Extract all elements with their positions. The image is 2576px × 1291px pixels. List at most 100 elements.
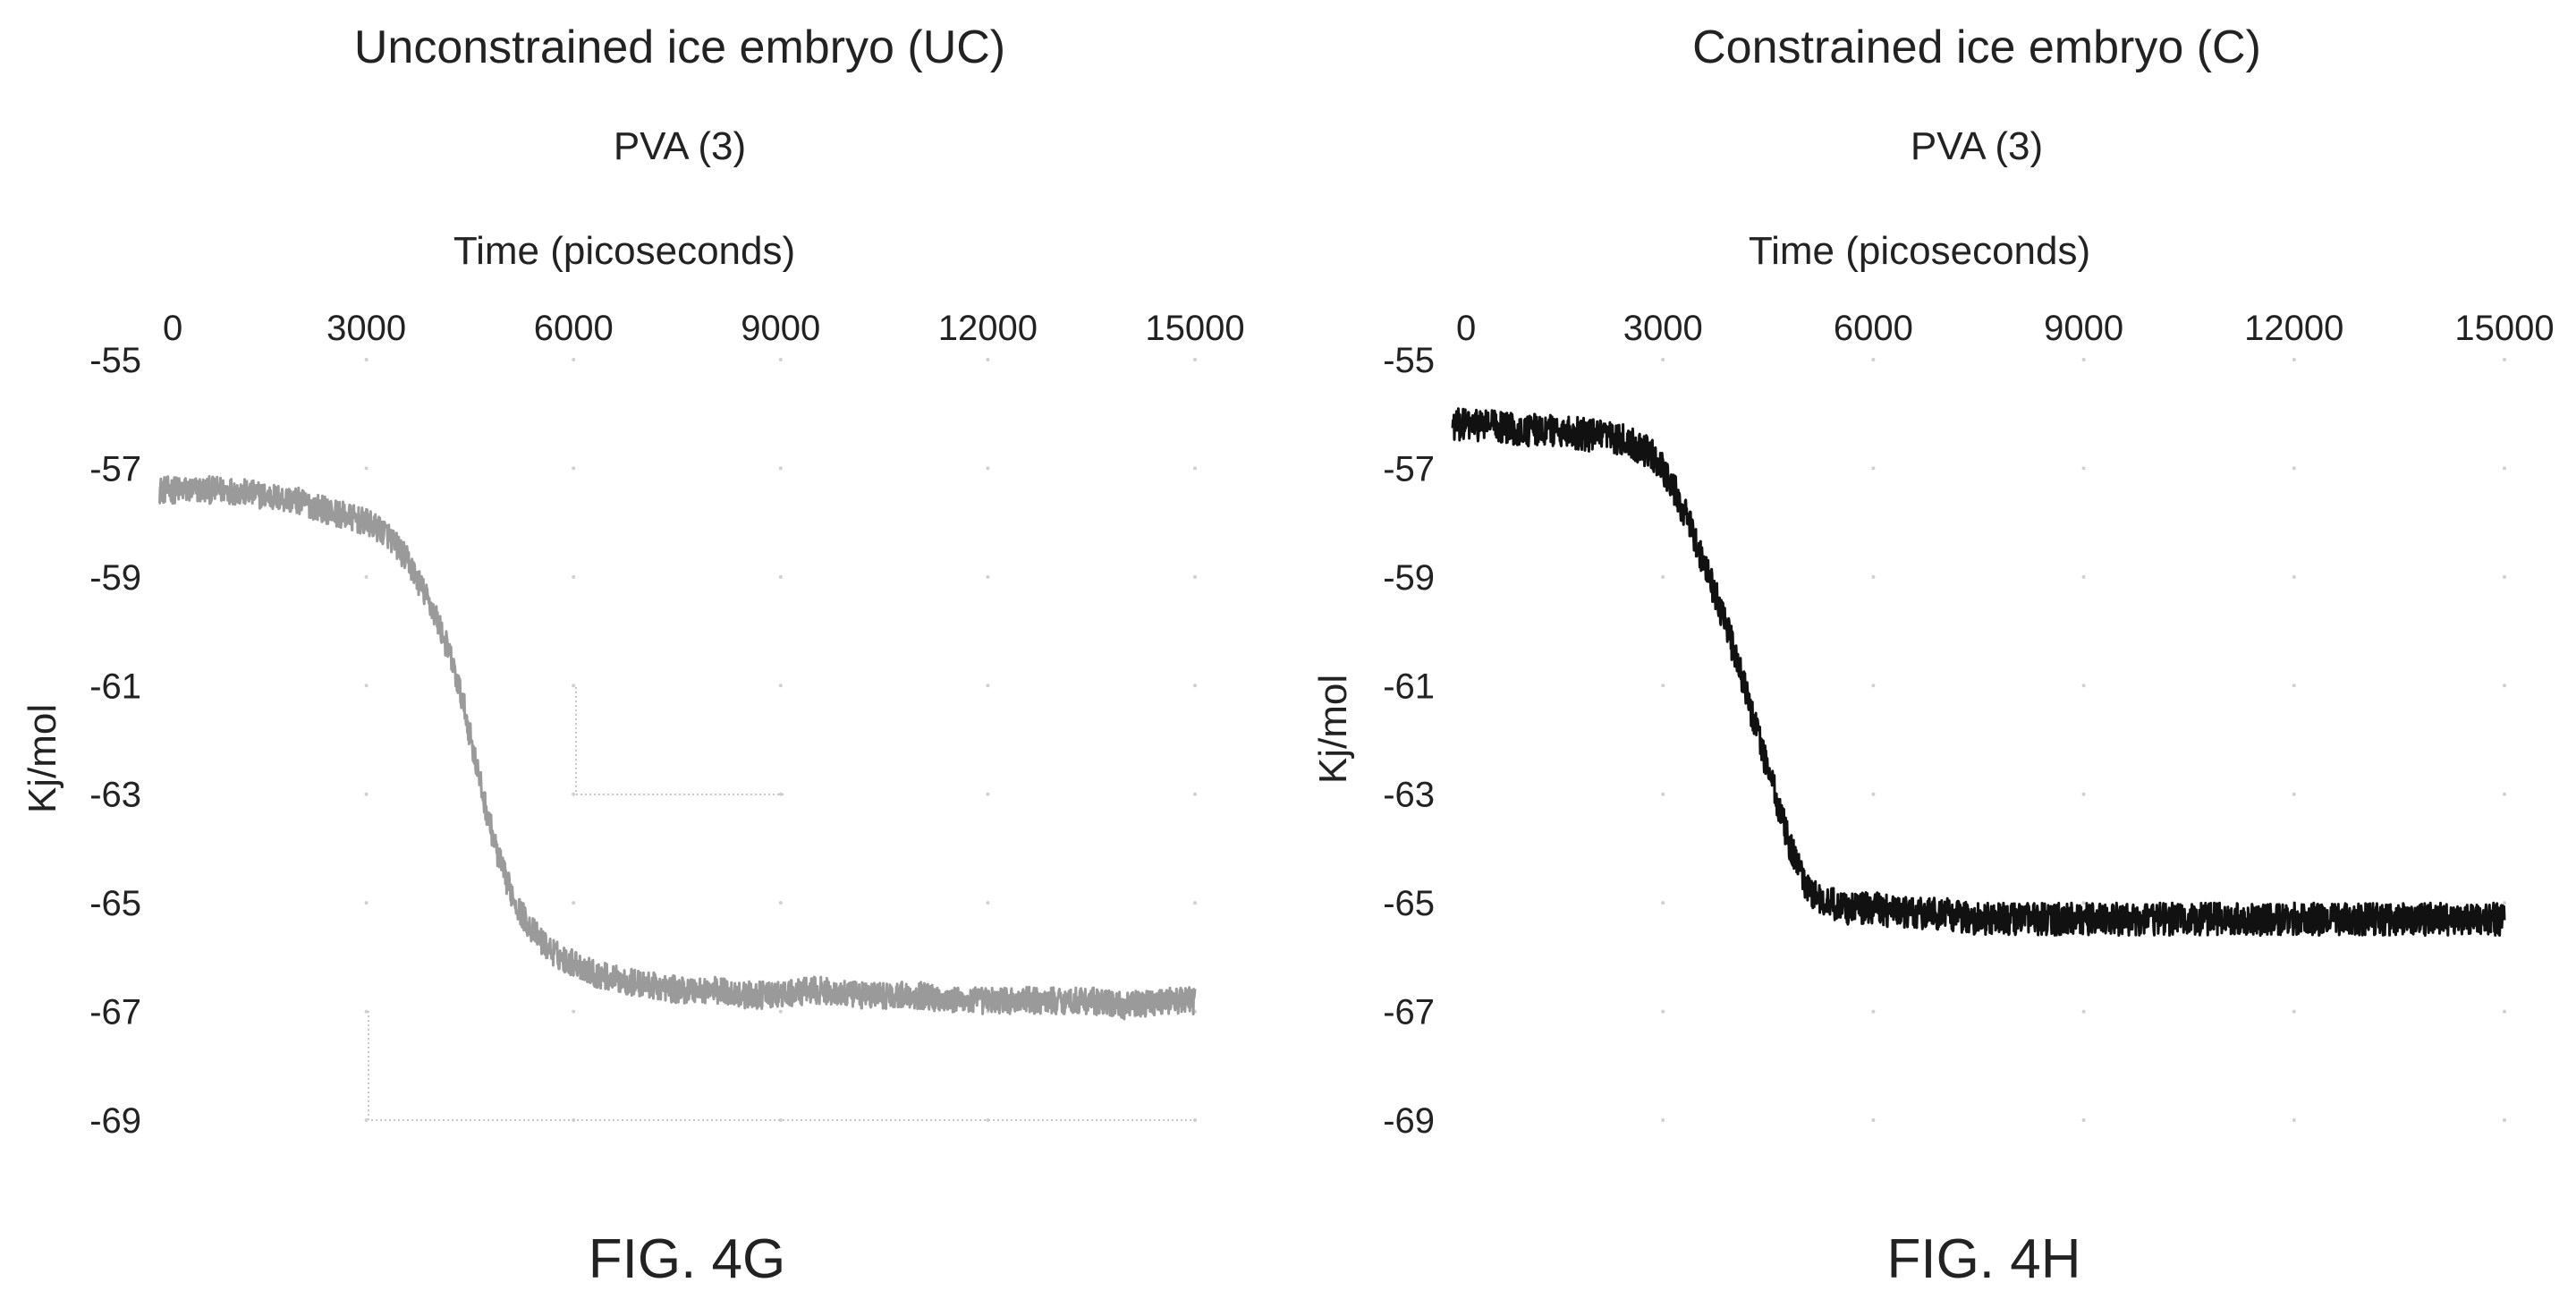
y-tick-label: -59 <box>89 558 141 598</box>
grid-dot <box>778 574 783 579</box>
grid-dot <box>2292 358 2296 361</box>
grid-dot <box>778 901 783 905</box>
figure-label: FIG. 4G <box>589 1228 785 1290</box>
grid-dot <box>2503 901 2506 905</box>
guide-line <box>368 1011 1195 1121</box>
grid-dot <box>2081 792 2086 796</box>
y-tick-label: -61 <box>1383 667 1435 706</box>
x-tick-label: 9000 <box>741 309 820 348</box>
grid-dot <box>572 574 576 579</box>
grid-dot <box>986 466 990 471</box>
chart-subtitle: PVA (3) <box>1911 124 2043 168</box>
series-lines <box>158 475 1197 1021</box>
grid-dot <box>364 1118 369 1122</box>
grid-dot <box>572 901 576 905</box>
grid-dot <box>2503 684 2506 688</box>
y-tick-labels: -55 -57 -59 -61 -63 -65 -67 -69 <box>89 341 141 1141</box>
grid-dot <box>1193 466 1197 471</box>
grid-dot <box>1871 574 1876 579</box>
grid-dot <box>1193 684 1197 688</box>
grid-dot <box>2081 466 2086 471</box>
grid-dot <box>1661 1009 1665 1014</box>
grid-dot <box>2292 684 2296 688</box>
grid-dot <box>2292 1009 2296 1014</box>
grid-dot <box>364 684 369 688</box>
grid-dot <box>2503 466 2506 471</box>
grid-dot <box>1661 358 1665 361</box>
grid-dot <box>572 358 576 361</box>
grid-dot <box>2292 574 2296 579</box>
x-tick-label: 15000 <box>2454 309 2554 348</box>
grid-dot <box>2292 792 2296 796</box>
grid-dot <box>1661 792 1665 796</box>
x-tick-label: 3000 <box>1623 309 1703 348</box>
y-tick-label: -67 <box>1383 993 1435 1032</box>
grid-dot <box>2503 792 2506 796</box>
x-tick-label: 6000 <box>1834 309 1913 348</box>
grid-dot <box>364 358 369 361</box>
y-tick-labels: -55 -57 -59 -61 -63 -65 -67 -69 <box>1383 341 1435 1141</box>
grid-dot <box>2081 1118 2086 1122</box>
grid-dot <box>986 901 990 905</box>
grid-dot <box>986 684 990 688</box>
grid-dot <box>572 684 576 688</box>
grid-dot <box>572 1009 576 1014</box>
grid-dot <box>1871 466 1876 471</box>
x-tick-labels: 0 3000 6000 9000 12000 15000 <box>163 309 1245 348</box>
grid-dot <box>986 792 990 796</box>
grid-dot <box>986 574 990 579</box>
y-tick-label: -55 <box>1383 341 1435 380</box>
x-tick-label: 12000 <box>938 309 1038 348</box>
grid-dot <box>2081 901 2086 905</box>
grid-dot <box>364 574 369 579</box>
grid-dot <box>364 901 369 905</box>
grid-dot <box>1193 358 1197 361</box>
y-tick-label: -69 <box>1383 1101 1435 1141</box>
x-tick-labels: 0 3000 6000 9000 12000 15000 <box>1456 309 2555 348</box>
series-line <box>158 475 1197 1021</box>
y-axis-label: Kj/mol <box>1311 675 1355 784</box>
guide-lines <box>368 687 1195 1121</box>
grid-dot <box>1193 574 1197 579</box>
grid-dot <box>1661 901 1665 905</box>
y-tick-label: -69 <box>89 1101 141 1141</box>
y-tick-label: -57 <box>1383 449 1435 488</box>
grid-dot <box>778 1009 783 1014</box>
grid-dot <box>572 466 576 471</box>
y-tick-label: -57 <box>89 449 141 488</box>
grid-dot <box>2081 574 2086 579</box>
x-axis-label: Time (picoseconds) <box>1749 229 2090 273</box>
grid-dot <box>778 466 783 471</box>
grid-dot <box>1193 901 1197 905</box>
grid-dot <box>2292 466 2296 471</box>
grid-dot <box>2503 358 2506 361</box>
y-tick-label: -63 <box>89 776 141 815</box>
grid-dot <box>778 358 783 361</box>
guide-line <box>575 687 785 795</box>
grid-dot <box>364 466 369 471</box>
y-tick-label: -61 <box>89 667 141 706</box>
grid-dot <box>1871 1009 1876 1014</box>
grid-dot <box>2081 1009 2086 1014</box>
grid-dot <box>2503 574 2506 579</box>
chart-title: Unconstrained ice embryo (UC) <box>354 21 1005 73</box>
grid-dot <box>1871 1118 1876 1122</box>
grid-dot <box>778 684 783 688</box>
grid-dot <box>1871 358 1876 361</box>
grid-dot <box>986 358 990 361</box>
y-tick-label: -65 <box>89 884 141 923</box>
series-lines <box>1451 407 2506 938</box>
grid-dot <box>2503 1009 2506 1014</box>
grid-dot <box>572 792 576 796</box>
grid-dot <box>2292 1118 2296 1122</box>
x-tick-label: 0 <box>1456 309 1476 348</box>
figure-label: FIG. 4H <box>1886 1228 2080 1290</box>
grid-dot <box>1193 792 1197 796</box>
y-tick-label: -55 <box>89 341 141 380</box>
y-tick-label: -63 <box>1383 776 1435 815</box>
x-tick-label: 9000 <box>2044 309 2123 348</box>
y-tick-label: -59 <box>1383 558 1435 598</box>
grid-dot <box>778 792 783 796</box>
grid-dot <box>1871 684 1876 688</box>
grid-dot <box>2503 1118 2506 1122</box>
